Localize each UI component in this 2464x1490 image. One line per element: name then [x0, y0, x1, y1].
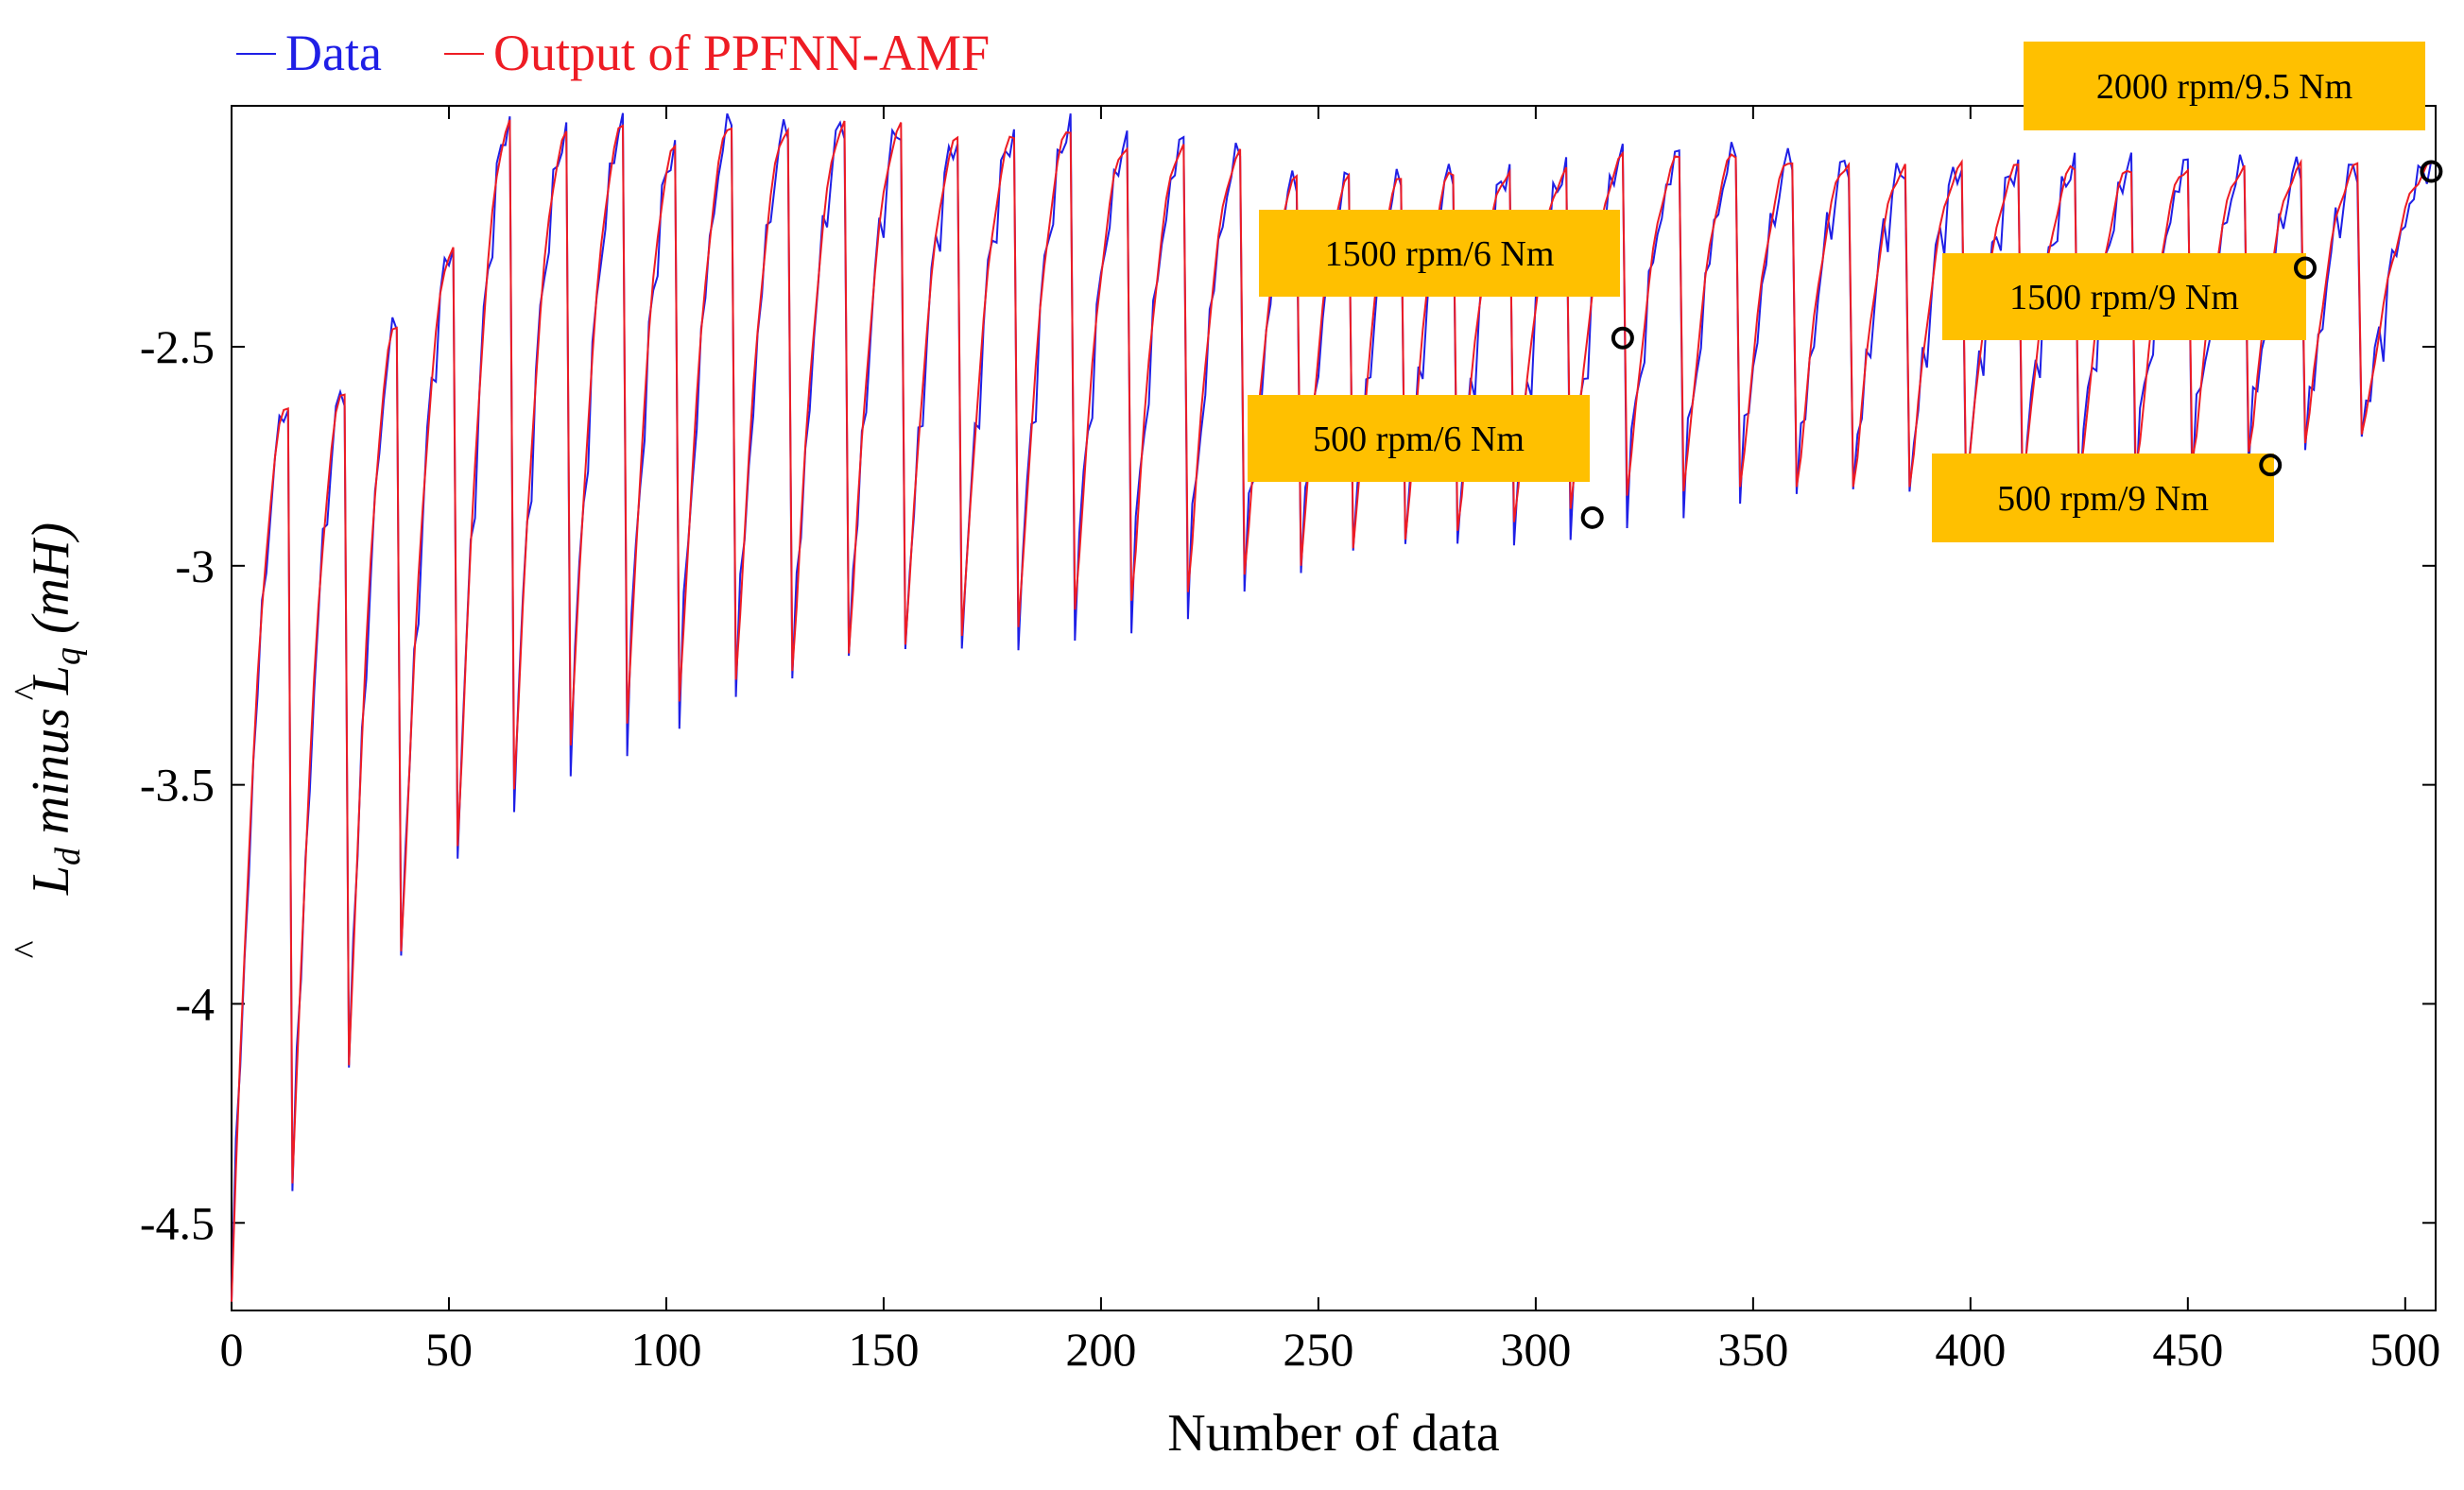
x-tick-label: 200	[1065, 1323, 1136, 1376]
y-axis: -2.5 -3 -3.5 -4 -4.5	[140, 320, 2436, 1249]
annotations-layer: 1500 rpm/6 Nm 500 rpm/6 Nm 2000 rpm/9.5 Nm…	[1248, 42, 2443, 542]
svg-text:Ld minus Lq (mH): Ld minus Lq (mH)	[22, 522, 88, 896]
y-axis-title: Ld minus Lq (mH) ^ ^	[6, 522, 88, 959]
y-axis-title-L: L	[22, 865, 80, 896]
y-axis-hat-2: ^	[6, 682, 48, 700]
y-tick-label: -4	[175, 977, 215, 1030]
y-axis-title-minus: minus	[22, 694, 80, 848]
annotation-label: 1500 rpm/6 Nm	[1325, 234, 1555, 274]
x-tick-label: 250	[1283, 1323, 1353, 1376]
x-tick-label: 450	[2152, 1323, 2223, 1376]
annotation-label: 1500 rpm/9 Nm	[2009, 278, 2239, 317]
legend-label-data: Data	[285, 25, 382, 81]
annotation-marker	[1611, 326, 1634, 350]
y-tick-label: -3.5	[140, 759, 215, 812]
x-tick-label: 400	[1935, 1323, 2006, 1376]
annotation-box	[1942, 253, 2306, 340]
annotation-box	[2024, 42, 2425, 130]
annotation-marker	[2420, 160, 2443, 183]
annotation-label: 500 rpm/6 Nm	[1313, 420, 1525, 459]
annotation-marker	[1580, 505, 1604, 529]
x-tick-label: 50	[425, 1323, 473, 1376]
annotation-label: 500 rpm/9 Nm	[1997, 479, 2209, 519]
annotation-marker	[2259, 454, 2283, 477]
x-axis: 0 50 100 150 200 250 300 350 400 450 500	[220, 106, 2440, 1376]
annotation-marker	[2294, 256, 2318, 280]
plot-area	[231, 105, 2437, 1311]
x-tick-label: 150	[848, 1323, 919, 1376]
y-axis-title-d: d	[48, 847, 88, 865]
y-axis-title-unit: (mH)	[22, 522, 80, 647]
x-tick-label: 100	[630, 1323, 701, 1376]
x-axis-title: Number of data	[1167, 1404, 1500, 1463]
y-tick-label: -4.5	[140, 1196, 215, 1249]
y-tick-label: -2.5	[140, 320, 215, 373]
y-tick-label: -3	[175, 539, 215, 592]
annotation-box	[1932, 454, 2274, 542]
legend: Data Output of PPFNN-AMF	[236, 25, 990, 81]
x-tick-label: 300	[1500, 1323, 1571, 1376]
x-tick-label: 0	[220, 1323, 244, 1376]
y-axis-hat-1: ^	[6, 940, 48, 958]
annotation-box	[1259, 210, 1620, 297]
legend-label-output: Output of PPFNN-AMF	[493, 25, 990, 81]
x-tick-label: 350	[1717, 1323, 1788, 1376]
y-axis-title-q: q	[48, 647, 88, 665]
x-tick-label: 500	[2369, 1323, 2440, 1376]
annotation-box	[1248, 395, 1590, 482]
y-axis-title-L2: L	[22, 665, 80, 695]
annotation-label: 2000 rpm/9.5 Nm	[2096, 67, 2352, 107]
